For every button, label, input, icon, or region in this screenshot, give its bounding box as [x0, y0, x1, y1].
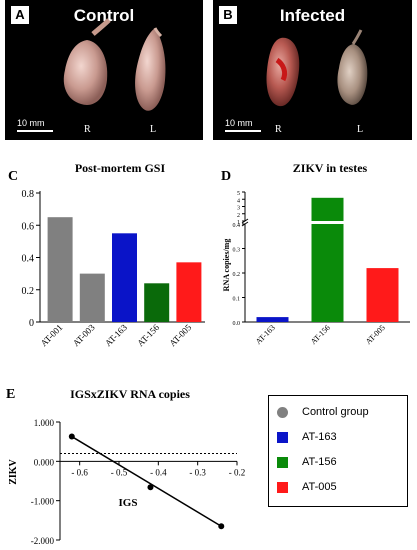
y-axis-label: RNA copies/mg	[222, 239, 231, 292]
photo-panel-control: A Control 10 mm R L	[5, 0, 203, 140]
x-tick-label: AT-156	[309, 323, 332, 346]
y-axis-label: ZIKV	[8, 458, 19, 484]
x-tick-label: AT-005	[364, 323, 387, 346]
scatter-point	[147, 484, 154, 491]
legend-marker-square	[277, 456, 288, 468]
y-tick-label: -1.000	[31, 497, 55, 507]
x-tick-label: - 0.2	[229, 467, 246, 477]
y-tick-label: 0.1	[233, 297, 241, 303]
y-tick-label: 0.3	[233, 248, 241, 254]
chart-igs-vs-zikv: E IGSxZIKV RNA copies ZIKV IGS 1.000 0.00…	[6, 387, 246, 546]
y-tick-label: 5	[237, 191, 240, 197]
y-tick-label: 0.8	[22, 189, 35, 200]
legend-item: AT-156	[277, 454, 337, 470]
x-tick-label: AT-163	[254, 323, 277, 346]
side-label-right-testis: R	[275, 124, 282, 135]
bar	[112, 233, 137, 322]
y-tick-label: 1.000	[34, 418, 55, 428]
y-tick-label: -2.000	[31, 536, 55, 546]
legend-label: AT-156	[302, 456, 337, 468]
legend-item: Control group	[277, 404, 369, 420]
y-tick-label: 0.6	[22, 221, 35, 232]
y-tick-label: 0.4	[233, 223, 241, 229]
chart-title: ZIKV in testes	[293, 161, 368, 175]
bar	[256, 317, 289, 322]
chart-post-mortem-gsi: C Post-mortem GSI 00.20.40.60.8AT-001 AT-…	[8, 161, 205, 348]
y-tick-label: 3	[237, 206, 240, 212]
chart-title: Post-mortem GSI	[75, 161, 166, 175]
y-tick-label: 2	[237, 213, 240, 219]
x-tick-label: AT-163	[103, 322, 129, 348]
y-tick-label: 0.4	[22, 254, 35, 265]
x-tick-label: AT-156	[135, 322, 161, 348]
x-tick-label: AT-001	[39, 322, 65, 348]
chart-title: IGSxZIKV RNA copies	[70, 387, 190, 401]
y-tick-label: 0.2	[22, 286, 35, 297]
legend-label: Control group	[302, 406, 369, 418]
chart-zikv-in-testes: D ZIKV in testes RNA copies/mg 0.0 0.1 0.2…	[221, 161, 410, 346]
panel-letter-d: D	[221, 169, 231, 184]
scale-label: 10 mm	[225, 118, 253, 128]
panel-letter-c: C	[8, 169, 18, 184]
x-tick-label: - 0.5	[111, 467, 128, 477]
y-tick-label: 0	[29, 318, 34, 329]
scatter-point	[68, 433, 75, 440]
bar	[176, 262, 202, 322]
x-tick-label: - 0.6	[71, 467, 88, 477]
photo-title-infected: Infected	[279, 6, 346, 25]
legend: Control group AT-163 AT-156 AT-005	[268, 395, 408, 507]
x-tick-label: AT-003	[71, 322, 97, 348]
side-label-right-testis: R	[84, 124, 91, 135]
legend-marker-square	[277, 431, 288, 443]
y-tick-label: 4	[237, 198, 240, 204]
regression-line	[71, 435, 222, 527]
x-axis-label: IGS	[119, 497, 138, 509]
photo-panel-infected: B Infected 10 mm R L	[213, 0, 412, 140]
legend-marker-square	[277, 481, 288, 493]
y-tick-label: 0.000	[34, 457, 55, 467]
legend-marker-circle	[277, 406, 288, 418]
bar	[311, 224, 344, 322]
legend-item: AT-163	[277, 429, 337, 445]
panel-letter-e: E	[6, 387, 15, 402]
bar	[47, 217, 73, 322]
bar	[144, 283, 170, 322]
testes-illustration-infected	[266, 29, 368, 107]
scatter-point	[218, 523, 225, 530]
panel-letter-a: A	[11, 6, 29, 24]
y-tick-label: 0.2	[233, 272, 241, 278]
scale-bar	[17, 130, 53, 132]
y-tick-label: 0.0	[233, 321, 241, 327]
x-tick-label: AT-005	[167, 322, 193, 348]
photo-title-control: Control	[73, 6, 135, 25]
side-label-left-testis: L	[150, 124, 157, 135]
legend-item: AT-005	[277, 479, 337, 495]
bar	[79, 273, 105, 322]
panel-letter-b: B	[219, 6, 237, 24]
legend-label: AT-005	[302, 481, 337, 493]
x-tick-label: - 0.4	[150, 467, 167, 477]
x-tick-label: - 0.3	[189, 467, 206, 477]
bar-upper-segment	[311, 197, 344, 221]
scale-bar	[225, 130, 261, 132]
y-tick-label: 1	[237, 220, 240, 226]
scale-label: 10 mm	[17, 118, 45, 128]
legend-label: AT-163	[302, 431, 337, 443]
testes-illustration-control	[63, 18, 166, 111]
bar	[366, 268, 399, 322]
side-label-left-testis: L	[357, 124, 364, 135]
